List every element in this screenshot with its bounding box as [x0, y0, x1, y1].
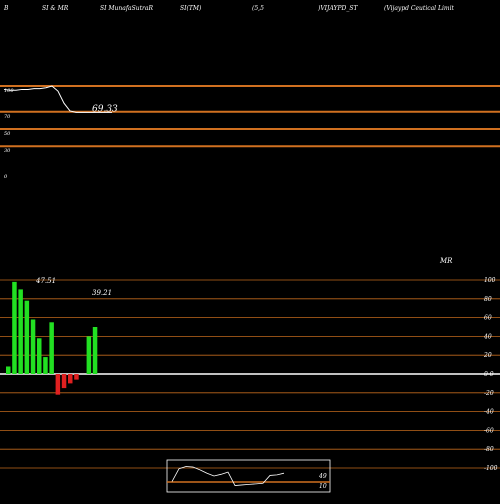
- mr-bar-14: [92, 327, 98, 374]
- header-item-1: SI & MR: [42, 5, 69, 12]
- mr-bar-7: [49, 322, 54, 374]
- mini-value-label-1: 10: [319, 483, 327, 490]
- mr-bar-5: [37, 338, 42, 374]
- header-row: B SI & MR SI MunafaSutraR SI(TM) (5,5 )VIJAYP…: [3, 5, 455, 12]
- header-item-6: (Vijaypd Ceutical Limit: [384, 5, 455, 12]
- header-item-4: (5,5: [252, 5, 264, 12]
- mr-bar-10: [68, 374, 73, 384]
- mini-series-line: [171, 466, 285, 486]
- y-tick-label-7: -40: [484, 409, 494, 416]
- y-tick-label-4: 20: [483, 352, 492, 359]
- y-tick-label-3: 40: [483, 333, 492, 340]
- y-tick-label-0: 100: [4, 88, 14, 94]
- y-tick-label-3: 30: [4, 148, 11, 154]
- header-item-0: B: [3, 5, 9, 12]
- y-tick-label-2: 60: [484, 315, 492, 322]
- y-tick-label-8: -60: [484, 427, 494, 434]
- y-tick-label-5: 0 0: [484, 371, 494, 378]
- mr-bar-9: [61, 374, 67, 389]
- mr-bar-4: [30, 319, 36, 374]
- series-line: [3, 85, 112, 113]
- mini-frame: [166, 459, 331, 493]
- y-tick-label-9: -80: [484, 446, 494, 453]
- mr-label: MR: [439, 257, 453, 265]
- y-tick-label-2: 50: [4, 131, 11, 137]
- mini-value-label-0: 49: [318, 473, 327, 480]
- value-label: 69.33: [92, 104, 118, 114]
- mr-bar-3: [24, 300, 30, 374]
- header-item-3: SI(TM): [180, 5, 202, 12]
- y-tick-label-10: -100: [484, 465, 498, 472]
- mr-bar-8: [55, 374, 61, 395]
- y-tick-label-1: 70: [4, 114, 11, 120]
- header-item-2: SI MunafaSutraR: [100, 5, 153, 12]
- mr-bar-6: [43, 357, 48, 374]
- annotation-label-1: 39.21: [92, 289, 112, 297]
- y-tick-label-1: 80: [484, 296, 492, 303]
- price-line-panel: 100 70 50 30 0 69.33: [0, 85, 500, 180]
- y-tick-label-6: -20: [484, 390, 494, 397]
- mr-bar-2: [18, 289, 23, 374]
- mr-bar-panel: MR 100 80 60 40 20 0 0 -20 -40 -60 -80 -100 47.51 39.…: [0, 257, 500, 472]
- mr-bar-13: [86, 336, 92, 374]
- y-tick-label-4: 0: [4, 174, 8, 180]
- mr-bar-0: [6, 366, 11, 374]
- mr-bar-11: [74, 374, 79, 380]
- annotation-label-0: 47.51: [35, 277, 56, 285]
- y-tick-label-0: 100: [484, 277, 496, 284]
- mr-bar-1: [12, 281, 17, 374]
- header-item-5: )VIJAYPD_ST: [317, 5, 358, 12]
